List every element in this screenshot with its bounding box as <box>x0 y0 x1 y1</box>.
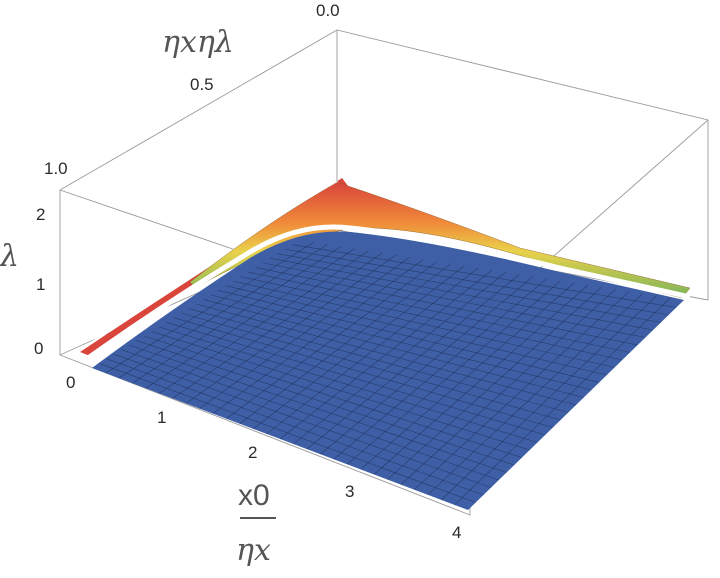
mesh-line-u <box>333 278 548 460</box>
z-tick-0: 0 <box>34 339 43 358</box>
x-tick-3: 3 <box>345 482 354 501</box>
mesh-line-v <box>247 271 631 353</box>
x-ticks: 0 1 2 3 4 <box>66 373 461 542</box>
mesh-line-v <box>240 276 623 361</box>
mesh-line-u <box>373 284 589 475</box>
y-ticks: 0.0 0.5 1.0 <box>44 1 340 178</box>
mesh-line-u <box>414 291 630 490</box>
x-axis-label: x0 ηx <box>236 479 276 568</box>
mesh-line-u <box>387 286 602 480</box>
y-tick-1: 0.5 <box>190 75 214 94</box>
z-axis-label: λ <box>0 239 19 274</box>
mesh-line-v <box>233 280 615 368</box>
boundary-gap <box>86 224 691 361</box>
mesh-line-u <box>346 280 561 465</box>
mesh-line-v <box>218 289 600 383</box>
mesh-line-u <box>427 293 644 496</box>
plateau-mesh <box>99 241 677 506</box>
z-ticks: 2 1 0 <box>34 205 45 358</box>
y-tick-0: 0.0 <box>316 1 340 20</box>
z-tick-1: 1 <box>36 275 45 294</box>
mesh-line-v <box>255 267 638 346</box>
mesh-line-v <box>195 303 577 406</box>
mesh-line-v <box>225 285 607 376</box>
x-tick-4: 4 <box>452 523 461 542</box>
mesh-line-v <box>203 299 584 398</box>
mesh-line-v <box>285 248 669 316</box>
mesh-line-u <box>400 289 616 485</box>
mesh-line-v <box>262 262 646 338</box>
mesh-line-u <box>360 282 575 470</box>
x-axis-label-denominator: ηx <box>236 533 271 568</box>
mesh-line-v <box>277 253 661 323</box>
mesh-line-v <box>292 244 677 308</box>
mesh-line-v <box>210 294 592 391</box>
mesh-line-u <box>440 295 657 501</box>
y-axis-label: ηxηλ <box>162 25 234 60</box>
mesh-line-v <box>270 257 654 331</box>
x-axis-label-numerator: x0 <box>238 479 270 512</box>
x-tick-1: 1 <box>157 408 166 427</box>
mesh-line-u <box>306 274 520 450</box>
mesh-line-u <box>454 297 671 506</box>
x-tick-0: 0 <box>66 373 75 392</box>
y-tick-2: 1.0 <box>44 159 68 178</box>
z-tick-2: 2 <box>36 205 45 224</box>
x-tick-2: 2 <box>248 443 257 462</box>
mesh-line-u <box>293 271 506 445</box>
plateau-surface <box>92 231 684 510</box>
mesh-line-u <box>320 276 534 455</box>
